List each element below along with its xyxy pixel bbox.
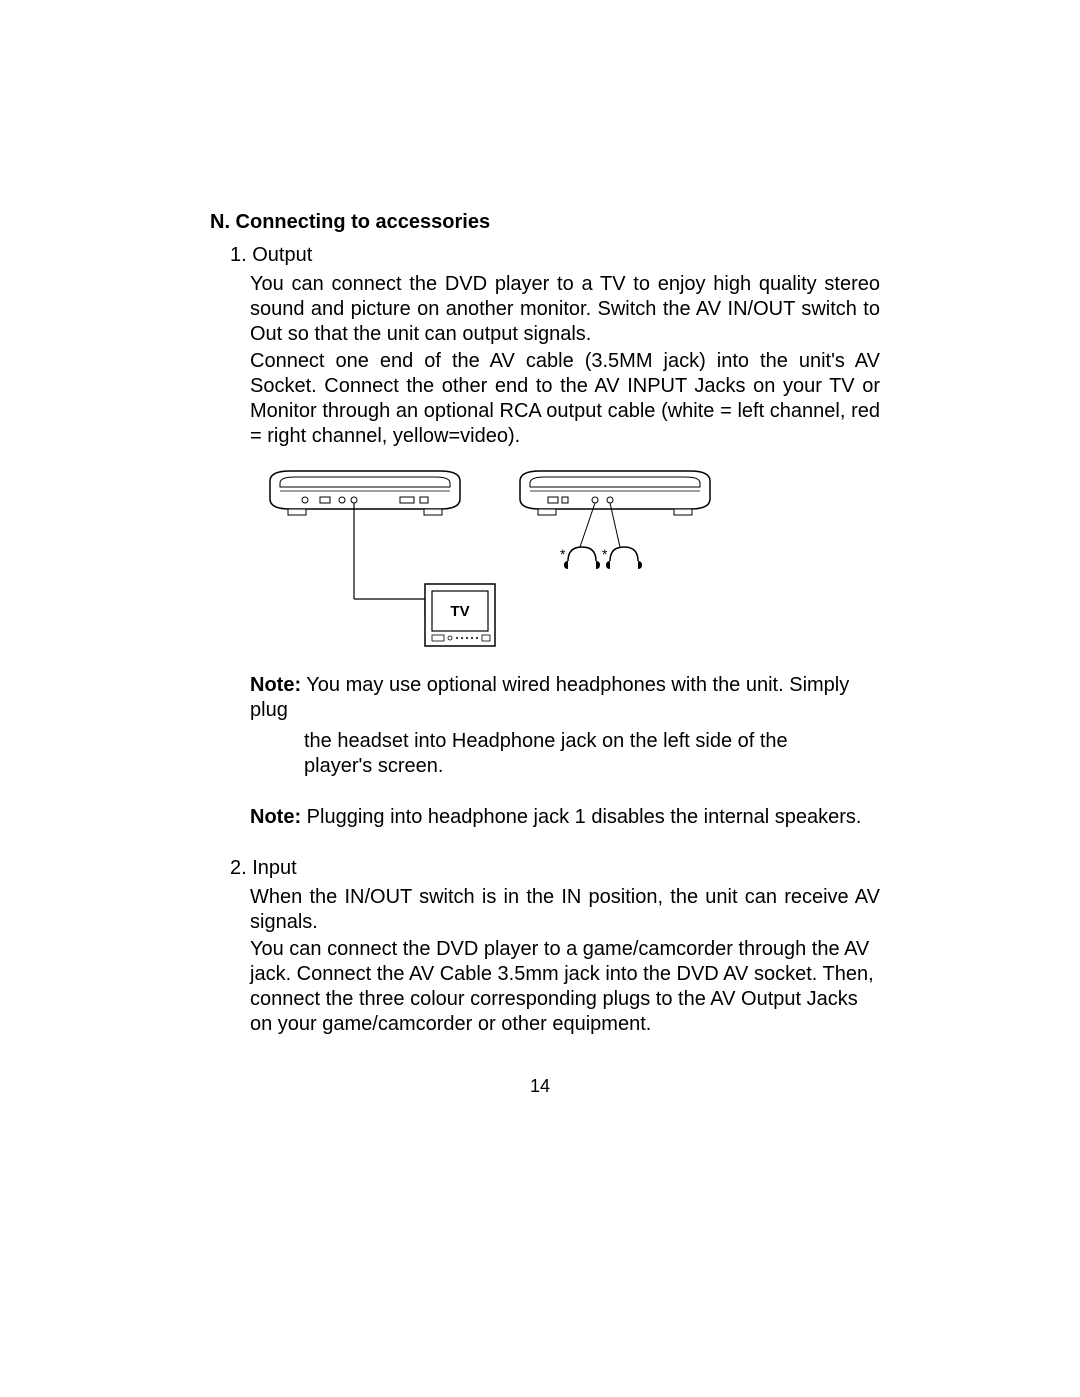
note-1: Note: You may use optional wired headpho… bbox=[210, 673, 880, 723]
note-1-line1: You may use optional wired headphones wi… bbox=[250, 674, 849, 721]
note-2: Note: Plugging into headphone jack 1 dis… bbox=[210, 805, 880, 830]
dvd-player-right-icon bbox=[520, 471, 710, 515]
dvd-player-left-icon bbox=[270, 471, 460, 515]
headphones-icon-1: * bbox=[560, 546, 600, 569]
item1-title: 1. Output bbox=[210, 243, 880, 268]
note-1-line2: the headset into Headphone jack on the l… bbox=[210, 729, 880, 754]
item2-title: 2. Input bbox=[210, 856, 880, 881]
note-1-line3: player's screen. bbox=[210, 754, 880, 779]
item2-paragraph-1: When the IN/OUT switch is in the IN posi… bbox=[210, 885, 880, 935]
page-number: 14 bbox=[0, 1076, 1080, 1097]
item1-paragraph-2: Connect one end of the AV cable (3.5MM j… bbox=[210, 349, 880, 449]
note-1-label: Note: bbox=[250, 674, 301, 696]
svg-text:*: * bbox=[560, 546, 566, 562]
tv-label: TV bbox=[450, 603, 469, 620]
svg-text:*: * bbox=[602, 546, 608, 562]
headphones-icon-2: * bbox=[602, 546, 642, 569]
item2-paragraph-2: You can connect the DVD player to a game… bbox=[210, 937, 880, 1037]
tv-icon: TV bbox=[425, 584, 495, 646]
connection-diagram: TV bbox=[250, 469, 880, 659]
note-2-label: Note: bbox=[250, 806, 301, 828]
item1-paragraph-1: You can connect the DVD player to a TV t… bbox=[210, 272, 880, 347]
section-heading: N. Connecting to accessories bbox=[210, 210, 880, 235]
note-2-text: Plugging into headphone jack 1 disables … bbox=[301, 806, 861, 828]
